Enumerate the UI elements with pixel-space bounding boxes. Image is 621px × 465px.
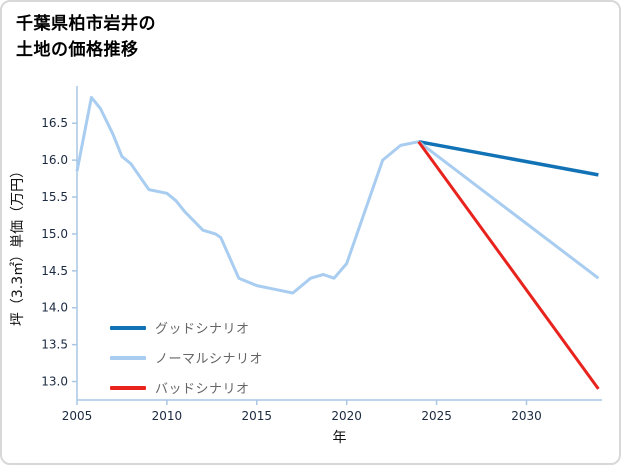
series-line-0: [418, 139, 599, 177]
legend-label-1: ノーマルシナリオ: [155, 352, 264, 367]
y-tick-label: 14.0: [41, 301, 68, 315]
chart-title-line1: 千葉県柏市岩井の: [16, 14, 156, 34]
y-tick-label: 15.5: [41, 190, 68, 204]
x-axis-title: 年: [333, 430, 347, 446]
legend-label-0: グッドシナリオ: [155, 322, 250, 337]
legend-swatch-1: [110, 355, 146, 360]
y-axis-title: 坪（3.3㎡）単価（万円）: [10, 164, 26, 326]
chart-legend: グッドシナリオ ノーマルシナリオ バッドシナリオ: [110, 318, 263, 397]
x-tick-label: 2030: [511, 409, 542, 423]
x-tick-label: 2005: [62, 409, 93, 423]
y-tick-label: 14.5: [41, 264, 68, 278]
chart-title-line2: 土地の価格推移: [16, 39, 139, 60]
legend-item-1: ノーマルシナリオ: [110, 348, 263, 367]
legend-swatch-0: [110, 325, 146, 330]
x-tick-label: 2015: [242, 409, 273, 423]
y-tick-label: 13.0: [41, 375, 68, 389]
legend-item-2: バッドシナリオ: [110, 378, 263, 397]
series-line-2: [417, 140, 600, 390]
legend-item-0: グッドシナリオ: [110, 318, 263, 337]
y-tick-label: 15.0: [41, 227, 68, 241]
y-tick-label: 13.5: [41, 338, 68, 352]
x-tick-label: 2010: [152, 409, 183, 423]
y-tick-label: 16.0: [41, 153, 68, 167]
y-tick-label: 16.5: [41, 116, 68, 130]
x-tick-label: 2020: [331, 409, 362, 423]
chart-title: 千葉県柏市岩井の 土地の価格推移: [16, 12, 156, 63]
legend-label-2: バッドシナリオ: [155, 382, 250, 397]
x-tick-label: 2025: [421, 409, 452, 423]
series-line-1: [75, 95, 600, 295]
legend-swatch-2: [110, 385, 146, 390]
